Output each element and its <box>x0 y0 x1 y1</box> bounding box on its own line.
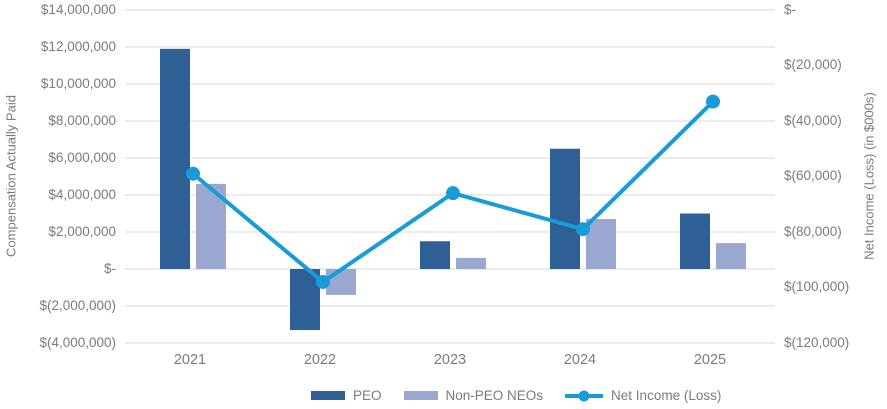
left-axis-tick: $4,000,000 <box>48 187 116 202</box>
right-axis-tick: $(40,000) <box>784 113 842 128</box>
bar-non-peo-neos-2022 <box>326 269 356 295</box>
bar-peo-2023 <box>420 241 450 269</box>
legend-item-non-peo-neos: Non-PEO NEOs <box>403 388 544 403</box>
net-income-point-2025 <box>706 94 720 109</box>
bar-non-peo-neos-2023 <box>456 257 486 269</box>
left-axis-tick: $6,000,000 <box>48 150 116 165</box>
net-income-point-2023 <box>446 186 460 201</box>
right-axis-tick: $(80,000) <box>784 224 842 239</box>
left-axis-tick: $10,000,000 <box>40 76 116 91</box>
legend-item-peo: PEO <box>311 388 382 403</box>
plot-area <box>125 9 775 344</box>
legend-label-non-peo-neos: Non-PEO NEOs <box>445 388 544 403</box>
right-axis-tick: $(120,000) <box>784 335 850 350</box>
left-axis-tick: $12,000,000 <box>40 39 116 54</box>
legend-label-net-income: Net Income (Loss) <box>611 388 722 403</box>
x-axis-label: 2022 <box>303 352 337 368</box>
non-peo-bar-swatch <box>403 391 438 400</box>
net-income-point-2022 <box>316 274 330 289</box>
left-axis-tick: $(4,000,000) <box>39 335 116 350</box>
net-income-point-2021 <box>186 166 200 181</box>
left-axis-tick: $2,000,000 <box>48 224 116 239</box>
net-income-marker-icon <box>578 390 590 401</box>
net-income-point-2024 <box>576 222 590 237</box>
left-axis-tick: $8,000,000 <box>48 113 116 128</box>
x-axis-label: 2024 <box>563 352 597 368</box>
x-axis-label: 2023 <box>433 352 467 368</box>
x-axis-label: 2021 <box>173 352 207 368</box>
bar-non-peo-neos-2024 <box>586 219 616 269</box>
right-axis-tick: $(60,000) <box>784 168 842 183</box>
bar-non-peo-neos-2025 <box>716 243 746 269</box>
legend: PEO Non-PEO NEOs Net Income (Loss) <box>311 388 721 403</box>
legend-item-net-income: Net Income (Loss) <box>565 388 721 403</box>
bar-peo-2022 <box>290 269 320 331</box>
left-axis-tick: $14,000,000 <box>40 2 116 17</box>
left-axis-tick: $- <box>103 261 116 276</box>
bar-peo-2021 <box>160 48 190 269</box>
left-axis-tick: $(2,000,000) <box>39 298 116 313</box>
legend-label-peo: PEO <box>353 388 382 403</box>
bar-peo-2024 <box>550 148 580 269</box>
net-income-line-swatch <box>565 390 604 401</box>
bar-peo-2025 <box>680 213 710 269</box>
right-axis-tick: $- <box>784 2 797 17</box>
right-axis-tick: $(20,000) <box>784 57 842 72</box>
right-axis-tick: $(100,000) <box>784 279 850 294</box>
x-axis-label: 2025 <box>693 352 727 368</box>
peo-bar-swatch <box>311 391 345 400</box>
